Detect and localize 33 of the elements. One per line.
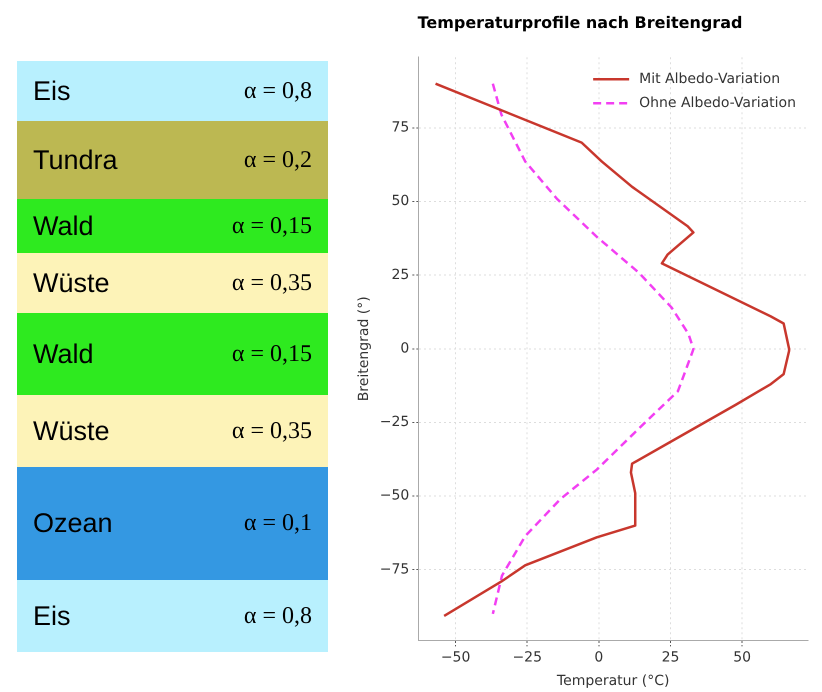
y-tick-label: 25: [392, 266, 410, 283]
text: α = 0,8: [244, 78, 312, 104]
category-label: Eis: [33, 600, 71, 632]
text: α = 0,2: [244, 146, 312, 172]
y-tick-label: 0: [400, 340, 410, 356]
chart-title: Temperaturprofile nach Breitengrad: [418, 12, 742, 32]
x-tick-label: 50: [733, 649, 752, 666]
y-axis-title: Breitengrad (°): [356, 296, 372, 402]
category-label: Tundra: [33, 144, 118, 176]
x-tick-label: 0: [594, 649, 604, 666]
x-tick-label: 25: [662, 649, 680, 666]
text: α = 0,15: [232, 212, 312, 238]
y-tick-label: 50: [392, 193, 410, 210]
y-tick-label: −50: [380, 488, 410, 504]
legend-label: Mit Albedo-Variation: [639, 70, 780, 87]
category-label: Wald: [33, 210, 94, 242]
text: α = 0,8: [244, 602, 312, 628]
text: α = 0,35: [232, 418, 312, 444]
legend-label: Ohne Albedo-Variation: [639, 94, 796, 111]
x-tick-label: −25: [512, 649, 542, 666]
x-tick-label: −50: [440, 649, 470, 666]
text: α = 0,1: [244, 510, 312, 536]
category-label: Wald: [33, 338, 94, 370]
y-tick-label: −75: [380, 561, 410, 578]
category-label: Wüste: [33, 268, 110, 298]
text: α = 0,35: [232, 270, 312, 296]
y-tick-label: 75: [392, 120, 410, 136]
category-label: Wüste: [33, 416, 110, 446]
x-axis-title: Temperatur (°C): [556, 673, 670, 690]
category-label: Ozean: [33, 508, 113, 539]
y-tick-label: −25: [380, 414, 410, 430]
text: α = 0,15: [232, 340, 312, 366]
category-label: Eis: [33, 76, 71, 106]
